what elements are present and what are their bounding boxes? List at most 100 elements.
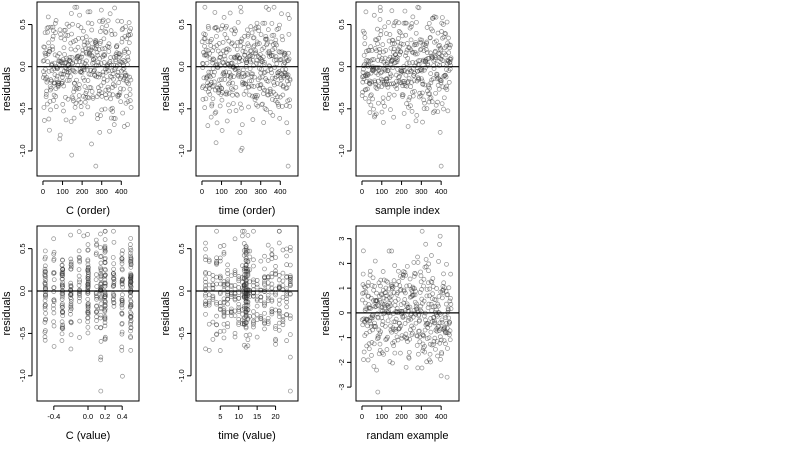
data-point [119,251,125,257]
data-point [203,257,208,263]
data-point [262,60,267,65]
data-point [85,94,90,100]
data-point [79,59,85,65]
data-point [362,35,368,40]
data-point [391,343,396,349]
data-point [404,101,409,106]
data-point [427,85,432,91]
data-point [444,19,450,25]
data-point [82,84,88,89]
data-point [85,301,91,307]
data-point [236,320,242,325]
data-point [277,22,282,28]
data-point [378,329,383,335]
data-point [51,277,57,283]
data-point [273,271,278,276]
data-point [427,96,433,101]
data-point [287,248,293,253]
data-point [359,93,365,98]
data-point [378,28,384,34]
data-point [109,105,115,111]
data-point [251,44,256,50]
data-point [44,101,50,107]
data-point [127,74,133,80]
data-point [221,314,227,319]
data-point [51,285,57,291]
data-point [76,267,82,272]
data-point [278,82,284,87]
data-point [382,103,387,109]
data-point [110,92,116,98]
data-point [421,48,427,53]
data-point [287,332,293,337]
data-point [58,35,64,41]
data-point [221,53,227,59]
data-point [240,228,245,234]
data-point [86,95,92,101]
data-point [80,47,86,53]
data-point [74,4,80,10]
data-point [96,47,102,52]
data-point [286,31,292,37]
data-point [49,61,55,67]
data-point [396,29,402,34]
data-point [51,310,57,316]
data-point [253,25,259,31]
data-point [370,327,375,333]
data-point [42,275,48,281]
data-point [416,5,422,11]
data-point [386,20,391,25]
data-point [233,28,238,34]
data-point [376,100,381,106]
data-point [68,301,74,307]
data-point [366,341,372,347]
data-point [410,14,416,20]
y-axis-title: residuals [160,291,172,336]
y-tick-label: -2 [337,359,346,366]
data-point [372,283,377,289]
data-point [98,61,104,66]
data-point [93,237,99,243]
data-point [43,310,48,316]
data-point [58,32,63,37]
data-point [68,259,74,265]
data-point [211,83,217,89]
data-point [395,296,401,302]
data-point [91,56,97,62]
data-point [404,283,410,289]
data-point [241,282,247,288]
data-point [402,297,408,302]
data-point [97,29,103,34]
data-point [71,98,76,104]
data-point [272,65,277,70]
data-point [371,364,377,369]
y-tick-label: 1 [337,286,346,290]
data-point [102,237,108,242]
x-tick-label: 100 [376,187,389,196]
y-tick-label: -1.0 [177,144,186,157]
data-point [223,69,229,75]
data-point [373,111,379,117]
data-point [231,31,237,37]
data-point [422,349,428,355]
data-point [102,256,108,262]
data-point [444,325,450,331]
data-point [42,263,48,269]
data-point [368,306,373,311]
data-point [85,247,91,253]
data-point [265,293,271,298]
data-point [60,271,65,277]
data-point [412,42,418,47]
data-point [402,8,408,14]
data-point [265,298,271,304]
data-point [232,293,238,299]
scatter-panel: 0 100 200 300 400 -1.0 -0.5 0.0 0.5 sample index r… [320,1,460,217]
data-point [278,57,284,62]
data-point [241,322,247,328]
data-point [404,41,410,46]
data-point [426,268,431,274]
data-point [209,101,215,107]
data-point [391,81,396,87]
data-point [365,283,371,289]
data-point [222,32,228,37]
